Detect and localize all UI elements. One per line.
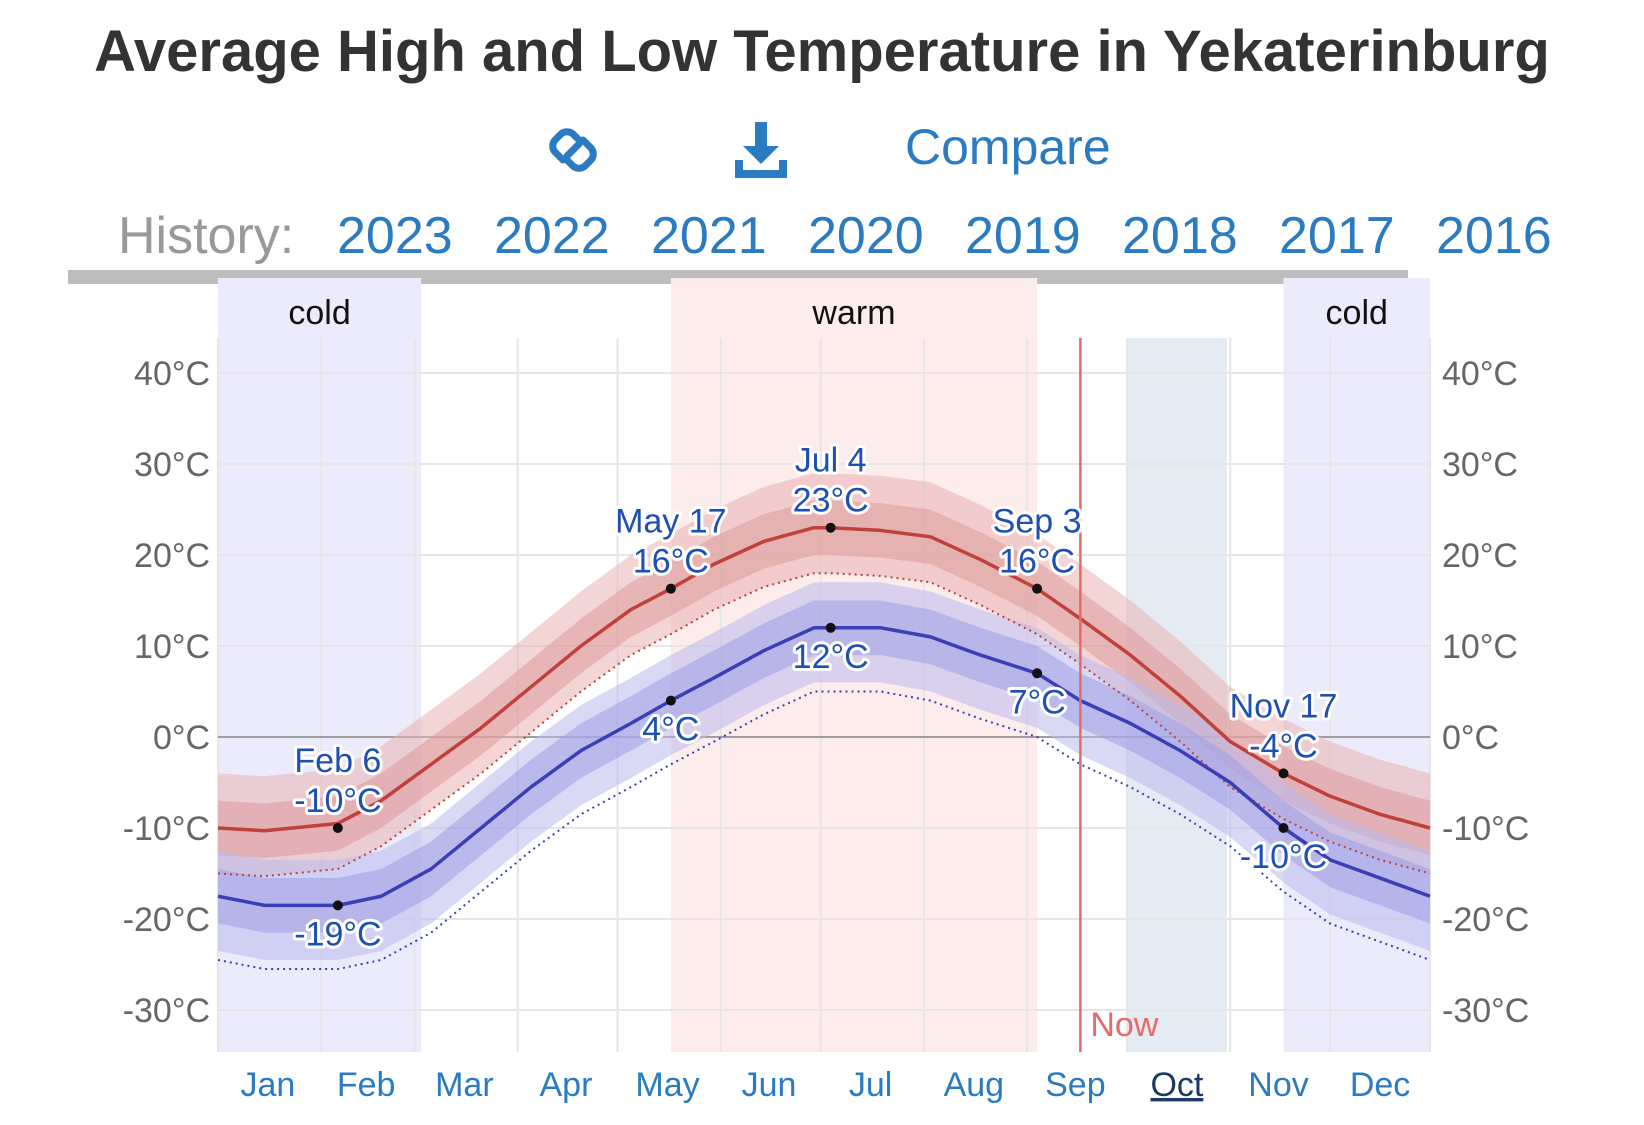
history-year-2023[interactable]: 2023 [337,207,453,265]
month-link-jun[interactable]: Jun [742,1066,797,1104]
annotation-temp-label: -10°C [294,782,381,820]
annotation-temp-label: -19°C [294,915,381,953]
series-line-average-low [217,626,1431,908]
y-tick-label-right: 20°C [1442,537,1518,575]
history-label: History: [118,207,295,265]
y-tick-label-left: -20°C [123,901,210,939]
y-tick-label-left: -10°C [123,810,210,848]
download-icon[interactable] [726,110,796,190]
annotation-point [825,622,836,633]
month-link-jan[interactable]: Jan [241,1066,296,1104]
annotation-point [332,823,343,833]
annotation-temp-label: 16°C [999,543,1075,581]
month-link-mar[interactable]: Mar [435,1066,494,1104]
series-line-average-high [217,525,1431,833]
history-nav: History: 2023 2022 2021 2020 2019 2018 2… [0,198,1644,268]
history-year-2022[interactable]: 2022 [494,207,610,265]
month-link-oct[interactable]: Oct [1150,1066,1203,1104]
y-tick-label-left: 30°C [134,446,210,484]
annotation-temp-label: -4°C [1249,727,1317,765]
month-link-jul[interactable]: Jul [849,1066,892,1104]
history-year-2020[interactable]: 2020 [808,207,924,265]
month-link-sep[interactable]: Sep [1045,1066,1106,1104]
low-inner-band [218,600,1430,933]
low-dotted-line [217,690,1431,971]
y-tick-label-right: -10°C [1442,810,1529,848]
link-icon[interactable] [538,110,608,190]
annotation-temp-label: -10°C [1240,838,1327,876]
annotation-point [825,522,836,533]
annotation-temp-label: 12°C [793,638,869,676]
annotation-point [1278,768,1289,779]
month-link-may[interactable]: May [635,1066,699,1104]
annotation-temp-label: 4°C [642,711,699,749]
y-tick-label-left: -30°C [123,992,210,1030]
annotation-point [332,900,343,911]
month-link-aug[interactable]: Aug [944,1066,1005,1104]
y-tick-label-left: 0°C [153,719,210,757]
y-tick-label-left: 20°C [134,537,210,575]
annotation-date-label: Nov 17 [1230,687,1338,725]
annotation-temp-label: 7°C [1009,683,1066,721]
season-label-warm: warm [811,294,895,332]
y-tick-label-left: 10°C [134,628,210,666]
season-label-cold: cold [288,294,350,332]
annotation-point [665,695,676,706]
history-year-2018[interactable]: 2018 [1122,207,1238,265]
annotation-point [1032,583,1043,594]
y-tick-label-right: 10°C [1442,628,1518,666]
toolbar [0,110,1644,190]
history-year-2019[interactable]: 2019 [965,207,1081,265]
history-year-2021[interactable]: 2021 [651,207,767,265]
page-title: Average High and Low Temperature in Yeka… [94,19,1550,84]
annotation-date-label: Feb 6 [294,742,381,780]
month-link-dec[interactable]: Dec [1350,1066,1410,1104]
high-dotted-line [217,572,1431,878]
y-tick-label-right: 40°C [1442,355,1518,393]
annotation-point [1278,823,1289,833]
compare-link[interactable]: Compare [905,119,1111,175]
annotation-point [665,583,676,594]
y-tick-label-right: -30°C [1442,992,1529,1030]
y-tick-label-right: 30°C [1442,446,1518,484]
month-link-feb[interactable]: Feb [337,1066,396,1104]
season-label-cold: cold [1326,294,1388,332]
y-tick-label-left: 40°C [134,355,210,393]
annotation-date-label: Jul 4 [795,442,867,480]
history-year-2017[interactable]: 2017 [1279,207,1395,265]
low-outer-band [218,582,1430,960]
annotation-date-label: May 17 [615,503,727,541]
y-tick-label-right: -20°C [1442,901,1529,939]
history-year-2016[interactable]: 2016 [1436,207,1552,265]
y-tick-label-right: 0°C [1442,719,1499,757]
annotation-point [1032,668,1043,679]
month-link-nov[interactable]: Nov [1248,1066,1308,1104]
annotation-date-label: Sep 3 [993,503,1082,541]
annotation-temp-label: 23°C [793,482,869,520]
annotation-temp-label: 16°C [633,543,709,581]
month-link-apr[interactable]: Apr [539,1066,592,1104]
now-label: Now [1090,1006,1158,1044]
